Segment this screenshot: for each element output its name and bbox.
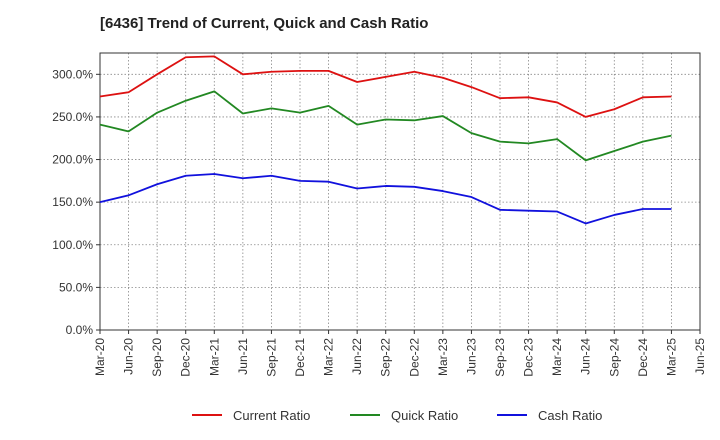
x-tick-label: Sep-23 (493, 338, 507, 377)
x-tick-label: Mar-20 (93, 338, 107, 376)
x-tick-label: Sep-22 (379, 338, 393, 377)
x-tick-label: Jun-22 (350, 338, 364, 375)
chart-title: [6436] Trend of Current, Quick and Cash … (100, 15, 428, 32)
y-tick-label: 100.0% (52, 238, 93, 252)
x-tick-label: Jun-20 (122, 338, 136, 375)
x-tick-label: Mar-22 (322, 338, 336, 376)
x-tick-label: Sep-21 (264, 338, 278, 377)
series-layer (99, 55, 672, 225)
x-tick-label: Sep-20 (150, 338, 164, 377)
y-tick-label: 300.0% (52, 67, 93, 81)
y-axis-ticks: 0.0% 50.0% 100.0% 150.0% 200.0% 250.0% 300.0% (52, 67, 100, 337)
x-tick-label: Jun-24 (579, 338, 593, 375)
x-tick-label: Mar-24 (550, 338, 564, 376)
x-tick-label: Sep-24 (607, 338, 621, 377)
legend-label: Quick Ratio (391, 408, 458, 423)
legend: Current Ratio Quick Ratio Cash Ratio (192, 408, 602, 423)
legend-label: Current Ratio (233, 408, 310, 423)
x-tick-label: Dec-21 (293, 338, 307, 377)
grid-layer (99, 53, 701, 331)
x-tick-label: Dec-20 (179, 338, 193, 377)
legend-label: Cash Ratio (538, 408, 602, 423)
y-tick-label: 150.0% (52, 195, 93, 209)
x-tick-label: Jun-25 (693, 338, 707, 375)
x-tick-label: Mar-23 (436, 338, 450, 376)
y-tick-label: 50.0% (59, 280, 93, 294)
y-tick-label: 250.0% (52, 110, 93, 124)
x-tick-label: Dec-24 (636, 338, 650, 377)
x-tick-label: Jun-23 (464, 338, 478, 375)
y-tick-label: 200.0% (52, 153, 93, 167)
x-tick-label: Mar-25 (664, 338, 678, 376)
plot-frame (99, 52, 701, 331)
y-tick-label: 0.0% (66, 323, 94, 337)
series-line-quick-ratio (99, 90, 672, 162)
x-tick-label: Jun-21 (236, 338, 250, 375)
x-tick-label: Dec-23 (522, 338, 536, 377)
x-tick-label: Dec-22 (407, 338, 421, 377)
series-line-current-ratio (99, 55, 672, 118)
x-tick-label: Mar-21 (207, 338, 221, 376)
series-line-cash-ratio (99, 173, 672, 225)
x-axis-ticks: Mar-20 Jun-20 Sep-20 Dec-20 Mar-21 Jun-21 Sep-… (93, 330, 707, 377)
